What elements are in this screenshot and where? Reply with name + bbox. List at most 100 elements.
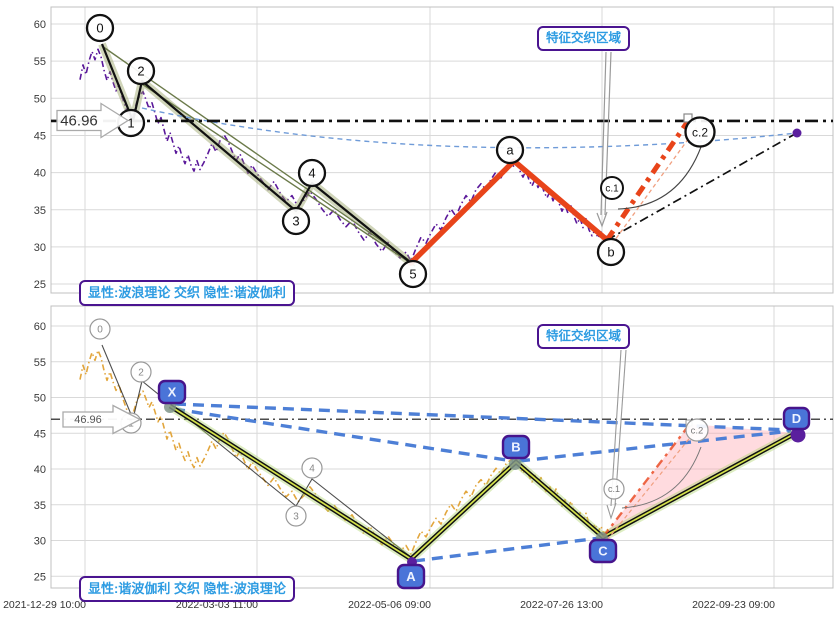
y-tick-label: 30 — [34, 242, 46, 254]
x-tick-label: 2022-09-23 09:00 — [692, 599, 775, 611]
harmonic-label-C-text: C — [598, 544, 608, 559]
channel-line — [101, 45, 410, 261]
x-axis: 2021-12-29 10:00 2022-03-03 11:00 2022-05-… — [3, 599, 775, 611]
wave-label-2-circle[interactable] — [126, 56, 156, 86]
hidden-wave-label-2-circle[interactable] — [130, 361, 152, 383]
wave-label-4-circle[interactable] — [297, 158, 327, 188]
harmonic-label-B[interactable]: B — [501, 434, 531, 460]
hidden-wave-zigzag — [101, 344, 412, 558]
harmonic-label-C[interactable]: C — [588, 538, 618, 564]
impulse-projection — [604, 119, 691, 242]
wave-label-c2[interactable]: c.2 — [684, 116, 716, 148]
hidden-wave-label-4[interactable]: 4 — [301, 457, 323, 479]
x-tick-label: 2022-07-26 13:00 — [520, 599, 603, 611]
wave-label-a[interactable]: a — [495, 135, 525, 165]
hidden-wave-label-c1-circle[interactable] — [603, 478, 625, 500]
wave-label-a-text: a — [506, 143, 514, 158]
wave-label-c2-circle[interactable] — [684, 116, 716, 148]
harmonic-label-C-box[interactable] — [588, 538, 618, 564]
y-tick-label: 40 — [34, 464, 46, 476]
hidden-wave-label-2-text: 2 — [138, 368, 144, 379]
wave-label-0-circle[interactable] — [85, 13, 115, 43]
connector-BD — [518, 429, 792, 463]
hidden-wave-label-0-circle[interactable] — [89, 318, 111, 340]
harmonic-label-D[interactable]: D — [782, 406, 811, 431]
wave-label-c1-circle[interactable] — [600, 176, 624, 200]
ref-arrow-shape — [62, 404, 142, 435]
dominance-note-bottom[interactable]: 显性:谐波伽利 交织 隐性:波浪理论 — [79, 576, 295, 602]
wave-label-a-circle[interactable] — [495, 135, 525, 165]
wave-label-b-text: b — [607, 245, 614, 260]
harmonic-label-A[interactable]: A — [396, 563, 426, 590]
harmonic-label-X-box[interactable] — [157, 379, 187, 405]
x-tick-label: 2022-03-03 11:00 — [176, 599, 258, 611]
ref-price-callout[interactable]: 46.96 — [56, 102, 130, 139]
wave-label-3[interactable]: 3 — [281, 206, 311, 236]
connector-AC — [413, 536, 601, 563]
projection-end-dot — [792, 128, 802, 138]
harmonic-label-A-box[interactable] — [396, 563, 426, 590]
ref-arrow-shape — [56, 102, 130, 139]
price-series — [79, 349, 613, 555]
hidden-wave-label-3-circle[interactable] — [285, 505, 307, 527]
plot-border — [50, 305, 834, 589]
hidden-wave-label-4-circle[interactable] — [301, 457, 323, 479]
wave-label-0[interactable]: 0 — [85, 13, 115, 43]
ref-price-callout[interactable]: 46.96 — [62, 404, 142, 435]
wave-label-4-text: 4 — [308, 166, 315, 181]
wave-label-2[interactable]: 2 — [126, 56, 156, 86]
pivot-dot-B — [509, 458, 521, 470]
harmonic-label-D-box[interactable] — [782, 406, 811, 431]
leader-arc — [621, 446, 702, 509]
y-tick-label: 40 — [34, 168, 46, 180]
y-tick-label: 35 — [34, 205, 46, 217]
wave-label-5[interactable]: 5 — [398, 259, 428, 289]
feature-zone-label-bottom[interactable]: 特征交织区域 — [537, 324, 631, 349]
wave-label-c2-text: c.2 — [692, 125, 708, 139]
target-thin-dash — [606, 428, 698, 541]
harmonic-label-A-text: A — [406, 569, 416, 584]
y-tick-label: 55 — [34, 357, 46, 369]
pivot-dot-D — [790, 427, 806, 443]
hidden-wave-label-c2-circle[interactable] — [685, 418, 709, 442]
hidden-wave-label-0[interactable]: 0 — [89, 318, 111, 340]
wave-label-5-circle[interactable] — [398, 259, 428, 289]
wave-label-4[interactable]: 4 — [297, 158, 327, 188]
y-tick-label: 25 — [34, 571, 46, 583]
wave-label-5-text: 5 — [409, 267, 416, 282]
ref-price-text: 46.96 — [60, 113, 98, 130]
hidden-wave-label-c2[interactable]: c.2 — [685, 418, 709, 442]
hidden-wave-label-2[interactable]: 2 — [130, 361, 152, 383]
wave-label-b[interactable]: b — [596, 237, 626, 267]
wave-label-3-circle[interactable] — [281, 206, 311, 236]
y-tick-label: 30 — [34, 536, 46, 548]
leader-arc — [617, 146, 702, 210]
wave-label-b-circle[interactable] — [596, 237, 626, 267]
hidden-impulse-projection — [602, 423, 691, 538]
wave-label-2-text: 2 — [137, 64, 144, 79]
hidden-wave-label-c1-text: c.1 — [608, 484, 620, 494]
y-tick-label: 50 — [34, 93, 46, 105]
harmonic-label-X[interactable]: X — [157, 379, 187, 405]
y-tick-label: 50 — [34, 393, 46, 405]
harmonic-label-B-box[interactable] — [501, 434, 531, 460]
hidden-wave-label-4-text: 4 — [309, 464, 315, 475]
hidden-wave-label-c1[interactable]: c.1 — [603, 478, 625, 500]
hidden-wave-label-3[interactable]: 3 — [285, 505, 307, 527]
dominance-note-top[interactable]: 显性:波浪理论 交织 隐性:谐波伽利 — [79, 280, 295, 306]
plot-area[interactable] — [51, 7, 833, 293]
hidden-wave-label-c2-text: c.2 — [691, 425, 704, 436]
ref-price-text: 46.96 — [74, 414, 102, 426]
feature-zone-label-top[interactable]: 特征交织区域 — [537, 26, 631, 51]
wave-label-c1[interactable]: c.1 — [600, 176, 624, 200]
wave-label-0-text: 0 — [96, 21, 103, 36]
y-tick-label: 25 — [34, 279, 46, 291]
y-tick-label: 45 — [34, 428, 46, 440]
x-tick-label: 2022-05-06 09:00 — [348, 599, 431, 611]
plot-border — [50, 6, 834, 294]
channel-line — [141, 83, 416, 267]
y-tick-label: 60 — [34, 19, 46, 31]
